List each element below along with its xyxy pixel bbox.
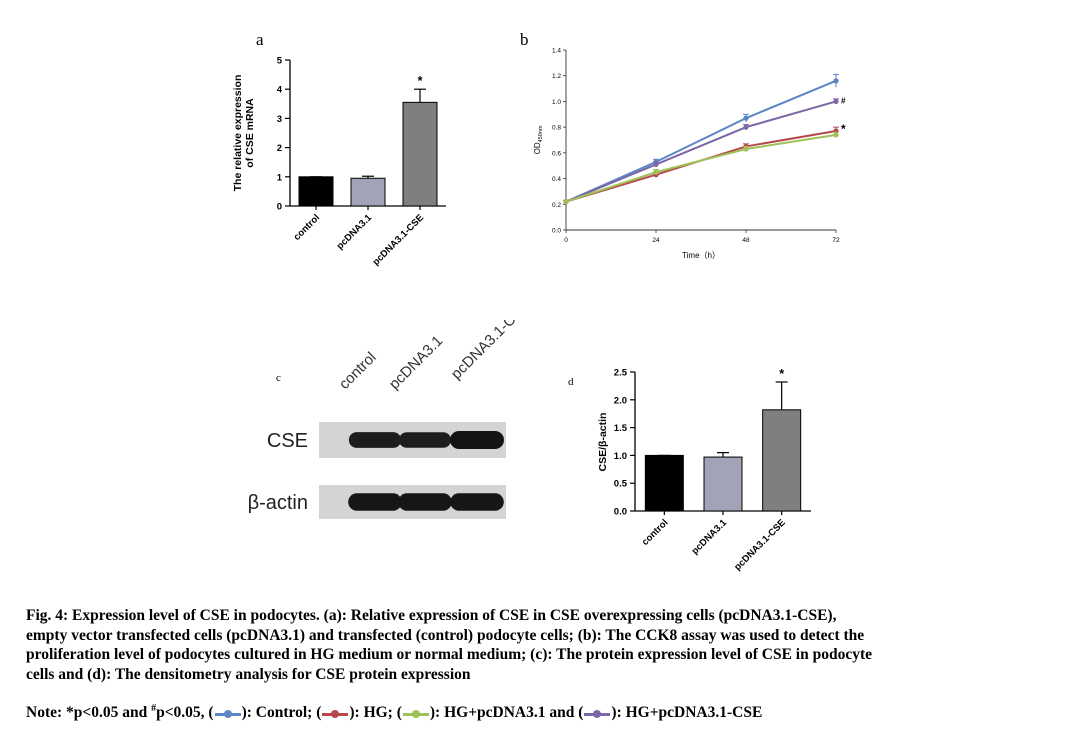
x-tick-label: 48 bbox=[742, 237, 750, 244]
y-tick-label: 0.2 bbox=[552, 202, 561, 209]
series-point-hg_pcdna31_cse bbox=[743, 124, 749, 130]
y-tick-label: 2.5 bbox=[614, 368, 628, 379]
blot-row-label: β-actin bbox=[248, 492, 308, 514]
y-axis-label-line: The relative expression bbox=[232, 75, 244, 192]
y-tick-label: 1.5 bbox=[614, 423, 628, 434]
y-tick-label: 0.0 bbox=[552, 228, 561, 235]
y-tick-label: 1.0 bbox=[552, 99, 561, 106]
legend-label-control: ): Control; ( bbox=[241, 704, 322, 722]
panel-d-letter: d bbox=[568, 376, 574, 388]
x-axis-label: Time（h） bbox=[682, 251, 720, 260]
annotation-marker: * bbox=[841, 122, 846, 136]
bar-control bbox=[644, 454, 684, 512]
caption-line-4: cells and (d): The densitometry analysis… bbox=[26, 665, 471, 683]
y-tick-label: 1.0 bbox=[614, 451, 627, 462]
blot-lane-label: pcDNA3.1-CSE bbox=[448, 320, 534, 383]
x-tick-label: control bbox=[292, 212, 323, 243]
panel-d-bar-chart: 0.0 0.5 1.0 1.5 2.0 2.5 control pcDNA3.1 * pcDNA3… bbox=[597, 367, 811, 573]
y-tick-label: 0.4 bbox=[552, 176, 561, 183]
series-point-hg_pcdna31 bbox=[743, 146, 749, 152]
y-axis-label: The relative expressionof CSE mRNA bbox=[232, 75, 256, 192]
bar-pcDNA3.1-CSE bbox=[762, 409, 802, 512]
blot-band bbox=[348, 493, 402, 511]
bar-pcDNA3.1 bbox=[350, 177, 386, 207]
blot-band bbox=[450, 493, 504, 511]
legend-swatch-control bbox=[214, 709, 241, 719]
panel-c-letter: c bbox=[276, 372, 281, 384]
series-point-hg_pcdna31 bbox=[653, 169, 659, 175]
x-tick-label: pcDNA3.1 bbox=[690, 517, 730, 557]
x-tick-label: pcDNA3.1-CSE bbox=[732, 517, 788, 573]
y-tick-label: 5 bbox=[277, 56, 283, 67]
series-point-control bbox=[743, 115, 749, 121]
series-line-control bbox=[565, 79, 837, 203]
panel-b-letter: b bbox=[520, 30, 529, 49]
significance-marker: * bbox=[418, 74, 423, 88]
figure-caption: Fig. 4: Expression level of CSE in podoc… bbox=[26, 606, 1042, 684]
y-tick-label: 1 bbox=[277, 172, 283, 183]
series-point-hg_pcdna31 bbox=[833, 132, 839, 138]
y-tick-label: 0.8 bbox=[552, 125, 561, 132]
y-tick-label: 0 bbox=[277, 202, 282, 213]
blot-row-label: CSE bbox=[267, 430, 308, 452]
y-tick-label: 0.6 bbox=[552, 150, 561, 157]
note-hash: # bbox=[151, 703, 157, 714]
annotation-marker: # bbox=[841, 96, 846, 105]
x-tick-label: 24 bbox=[652, 237, 660, 244]
bar-pcDNA3.1 bbox=[703, 456, 743, 512]
note-p: p<0.05, ( bbox=[156, 704, 214, 722]
y-axis-label: OD450nm bbox=[533, 125, 544, 154]
legend-swatch-hg bbox=[322, 709, 349, 719]
y-tick-label: 0.0 bbox=[614, 507, 627, 518]
blot-band bbox=[450, 431, 504, 449]
y-tick-label: 2.0 bbox=[614, 395, 627, 406]
y-axis-label-sub: 450nm bbox=[538, 125, 544, 142]
y-axis-label-line: of CSE mRNA bbox=[244, 98, 256, 168]
series-line-hg_pcdna31_cse bbox=[565, 100, 837, 203]
legend-swatch-hg-pcdna31 bbox=[402, 709, 429, 719]
x-tick-label: pcDNA3.1-CSE bbox=[371, 212, 427, 268]
significance-marker: * bbox=[779, 367, 784, 381]
y-tick-label: 1.4 bbox=[552, 48, 561, 55]
series-point-hg_pcdna31_cse bbox=[833, 98, 839, 105]
panel-a-bar-chart: 0 1 2 3 4 5 control pcDNA3.1 * pcDNA3.1-CSE The re… bbox=[232, 56, 446, 268]
legend-label-hg: ): HG; ( bbox=[349, 704, 402, 722]
legend-swatch-hg-pcdna31-cse bbox=[584, 709, 611, 719]
blot-lane-label: pcDNA3.1 bbox=[386, 332, 446, 392]
x-tick-label: 72 bbox=[832, 237, 840, 244]
panel-c-western-blot: control pcDNA3.1 pcDNA3.1-CSE CSE β-actin bbox=[248, 320, 534, 519]
series-point-control bbox=[833, 78, 839, 84]
caption-line-1: Fig. 4: Expression level of CSE in podoc… bbox=[26, 607, 837, 624]
blot-band bbox=[398, 432, 452, 448]
blot-band bbox=[398, 493, 452, 511]
x-tick-label: pcDNA3.1 bbox=[335, 212, 375, 252]
y-tick-label: 3 bbox=[277, 114, 282, 125]
panel-a-letter: a bbox=[256, 30, 264, 49]
y-tick-label: 0.5 bbox=[614, 479, 628, 490]
series-point-hg_pcdna31_cse bbox=[653, 161, 659, 168]
y-tick-label: 4 bbox=[277, 85, 283, 96]
blot-band bbox=[348, 432, 402, 448]
note-prefix: Note: *p<0.05 and bbox=[26, 704, 152, 722]
series-line-hg_pcdna31 bbox=[565, 133, 837, 203]
x-tick-label: 0 bbox=[564, 237, 568, 244]
caption-line-2: empty vector transfected cells (pcDNA3.1… bbox=[26, 626, 865, 644]
figure-note: Note: *p<0.05 and #p<0.05, ( ): Control; … bbox=[26, 703, 762, 722]
bar-pcDNA3.1-CSE bbox=[402, 101, 438, 207]
y-tick-label: 1.2 bbox=[552, 73, 561, 80]
panel-b-line-chart: 0.0 0.2 0.4 0.6 0.8 1.0 1.2 1.4 0 24 48 72 Time（h） OD… bbox=[533, 48, 846, 261]
y-axis-label-main: OD bbox=[533, 142, 542, 154]
bar-control bbox=[298, 176, 334, 207]
y-axis-label: CSE/β-actin bbox=[597, 413, 609, 472]
legend-label-hg-pcdna31: ): HG+pcDNA3.1 and ( bbox=[429, 704, 584, 722]
legend-label-hg-pcdna31-cse: ): HG+pcDNA3.1-CSE bbox=[611, 704, 763, 722]
blot-lane-label: control bbox=[336, 349, 380, 393]
x-tick-label: control bbox=[640, 517, 671, 548]
caption-line-3: proliferation level of podocytes culture… bbox=[26, 646, 873, 664]
y-tick-label: 2 bbox=[277, 143, 282, 154]
series-point-hg_pcdna31 bbox=[563, 199, 569, 205]
